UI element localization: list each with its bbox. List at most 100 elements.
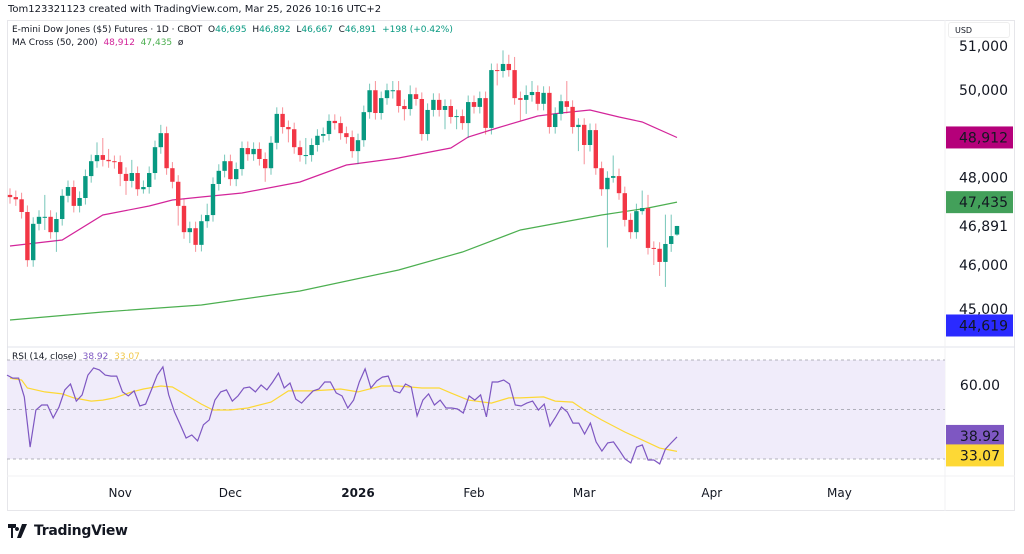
candle-body[interactable]: [425, 109, 430, 135]
candle-body[interactable]: [89, 161, 94, 177]
candle-body[interactable]: [31, 223, 36, 261]
candle-body[interactable]: [147, 173, 152, 188]
candle-body[interactable]: [181, 205, 187, 233]
candle-body[interactable]: [616, 176, 622, 194]
candle-body[interactable]: [663, 243, 668, 262]
candle-body[interactable]: [605, 177, 610, 190]
candle-body[interactable]: [48, 216, 53, 233]
candle-body[interactable]: [587, 130, 593, 145]
candle-body[interactable]: [274, 113, 279, 143]
candle-body[interactable]: [495, 70, 500, 72]
candle-body[interactable]: [460, 116, 465, 124]
candle-body[interactable]: [628, 219, 633, 233]
candle-body[interactable]: [7, 194, 13, 198]
candle-body[interactable]: [193, 228, 198, 245]
candle-body[interactable]: [500, 63, 506, 71]
candle-body[interactable]: [332, 120, 337, 124]
candle-body[interactable]: [599, 168, 604, 190]
currency-button[interactable]: USD: [948, 22, 1010, 38]
candle-body[interactable]: [13, 197, 18, 200]
candle-body[interactable]: [564, 101, 569, 107]
candle-body[interactable]: [71, 187, 76, 206]
candle-body[interactable]: [251, 148, 256, 155]
candle-body[interactable]: [42, 216, 47, 218]
candle-body[interactable]: [141, 187, 146, 190]
candle-body[interactable]: [471, 102, 477, 107]
candle-body[interactable]: [60, 195, 65, 220]
candle-body[interactable]: [379, 98, 384, 114]
candle-body[interactable]: [118, 162, 123, 174]
symbol-title[interactable]: E-mini Dow Jones ($5) Futures · 1D · CBO…: [12, 25, 203, 35]
candle-body[interactable]: [170, 168, 175, 182]
candle-body[interactable]: [292, 129, 297, 148]
candle-body[interactable]: [529, 91, 535, 96]
candle-body[interactable]: [65, 187, 71, 196]
candle-body[interactable]: [657, 248, 662, 262]
candle-body[interactable]: [558, 101, 564, 114]
tradingview-logo[interactable]: TradingView: [8, 523, 128, 539]
candle-body[interactable]: [303, 155, 308, 157]
candle-body[interactable]: [477, 98, 482, 107]
candle-body[interactable]: [321, 134, 326, 136]
candle-body[interactable]: [593, 130, 598, 169]
candle-body[interactable]: [286, 127, 291, 130]
candle-body[interactable]: [263, 159, 268, 169]
candle-body[interactable]: [402, 106, 407, 110]
candle-body[interactable]: [489, 70, 494, 128]
candle-body[interactable]: [431, 99, 436, 110]
candle-body[interactable]: [234, 169, 239, 180]
candle-body[interactable]: [280, 113, 285, 128]
candle-body[interactable]: [152, 147, 158, 174]
candle-body[interactable]: [257, 148, 262, 160]
candle-body[interactable]: [176, 181, 181, 206]
candle-body[interactable]: [651, 247, 656, 249]
candle-body[interactable]: [315, 135, 320, 145]
candle-body[interactable]: [553, 113, 558, 128]
candle-body[interactable]: [674, 225, 680, 235]
candle-body[interactable]: [187, 228, 192, 233]
candle-body[interactable]: [36, 216, 42, 224]
candle-body[interactable]: [344, 133, 349, 138]
candle-body[interactable]: [350, 137, 355, 152]
rsi-title[interactable]: RSI (14, close): [12, 352, 77, 362]
candle-body[interactable]: [309, 144, 314, 156]
candle-body[interactable]: [396, 90, 401, 107]
candle-body[interactable]: [524, 95, 529, 100]
candle-body[interactable]: [442, 106, 448, 110]
candle-body[interactable]: [512, 70, 517, 99]
candle-body[interactable]: [506, 63, 511, 71]
candle-body[interactable]: [669, 236, 674, 244]
candle-body[interactable]: [611, 176, 616, 178]
candle-body[interactable]: [222, 161, 227, 171]
candle-body[interactable]: [640, 208, 645, 212]
candle-body[interactable]: [570, 106, 575, 128]
candle-body[interactable]: [413, 94, 419, 99]
candle-body[interactable]: [448, 106, 453, 117]
candle-body[interactable]: [106, 159, 111, 162]
candle-body[interactable]: [228, 161, 233, 180]
candle-body[interactable]: [483, 98, 488, 128]
candle-body[interactable]: [199, 221, 204, 245]
candle-body[interactable]: [355, 140, 361, 152]
candle-body[interactable]: [541, 92, 546, 104]
candle-body[interactable]: [54, 219, 59, 233]
candle-body[interactable]: [622, 193, 627, 220]
candle-body[interactable]: [205, 215, 210, 222]
candle-body[interactable]: [437, 99, 442, 110]
candle-body[interactable]: [326, 120, 332, 135]
candle-body[interactable]: [216, 170, 221, 184]
candle-body[interactable]: [100, 155, 105, 160]
candle-body[interactable]: [361, 112, 366, 141]
candle-body[interactable]: [645, 208, 651, 248]
candle-body[interactable]: [547, 92, 552, 128]
candle-body[interactable]: [164, 133, 169, 169]
candle-body[interactable]: [576, 124, 581, 128]
candle-body[interactable]: [112, 161, 117, 163]
candle-body[interactable]: [19, 199, 24, 213]
candle-body[interactable]: [297, 147, 303, 156]
candle-body[interactable]: [518, 98, 523, 100]
candle-body[interactable]: [466, 102, 471, 124]
candle-body[interactable]: [77, 197, 82, 206]
candle-body[interactable]: [210, 183, 216, 216]
